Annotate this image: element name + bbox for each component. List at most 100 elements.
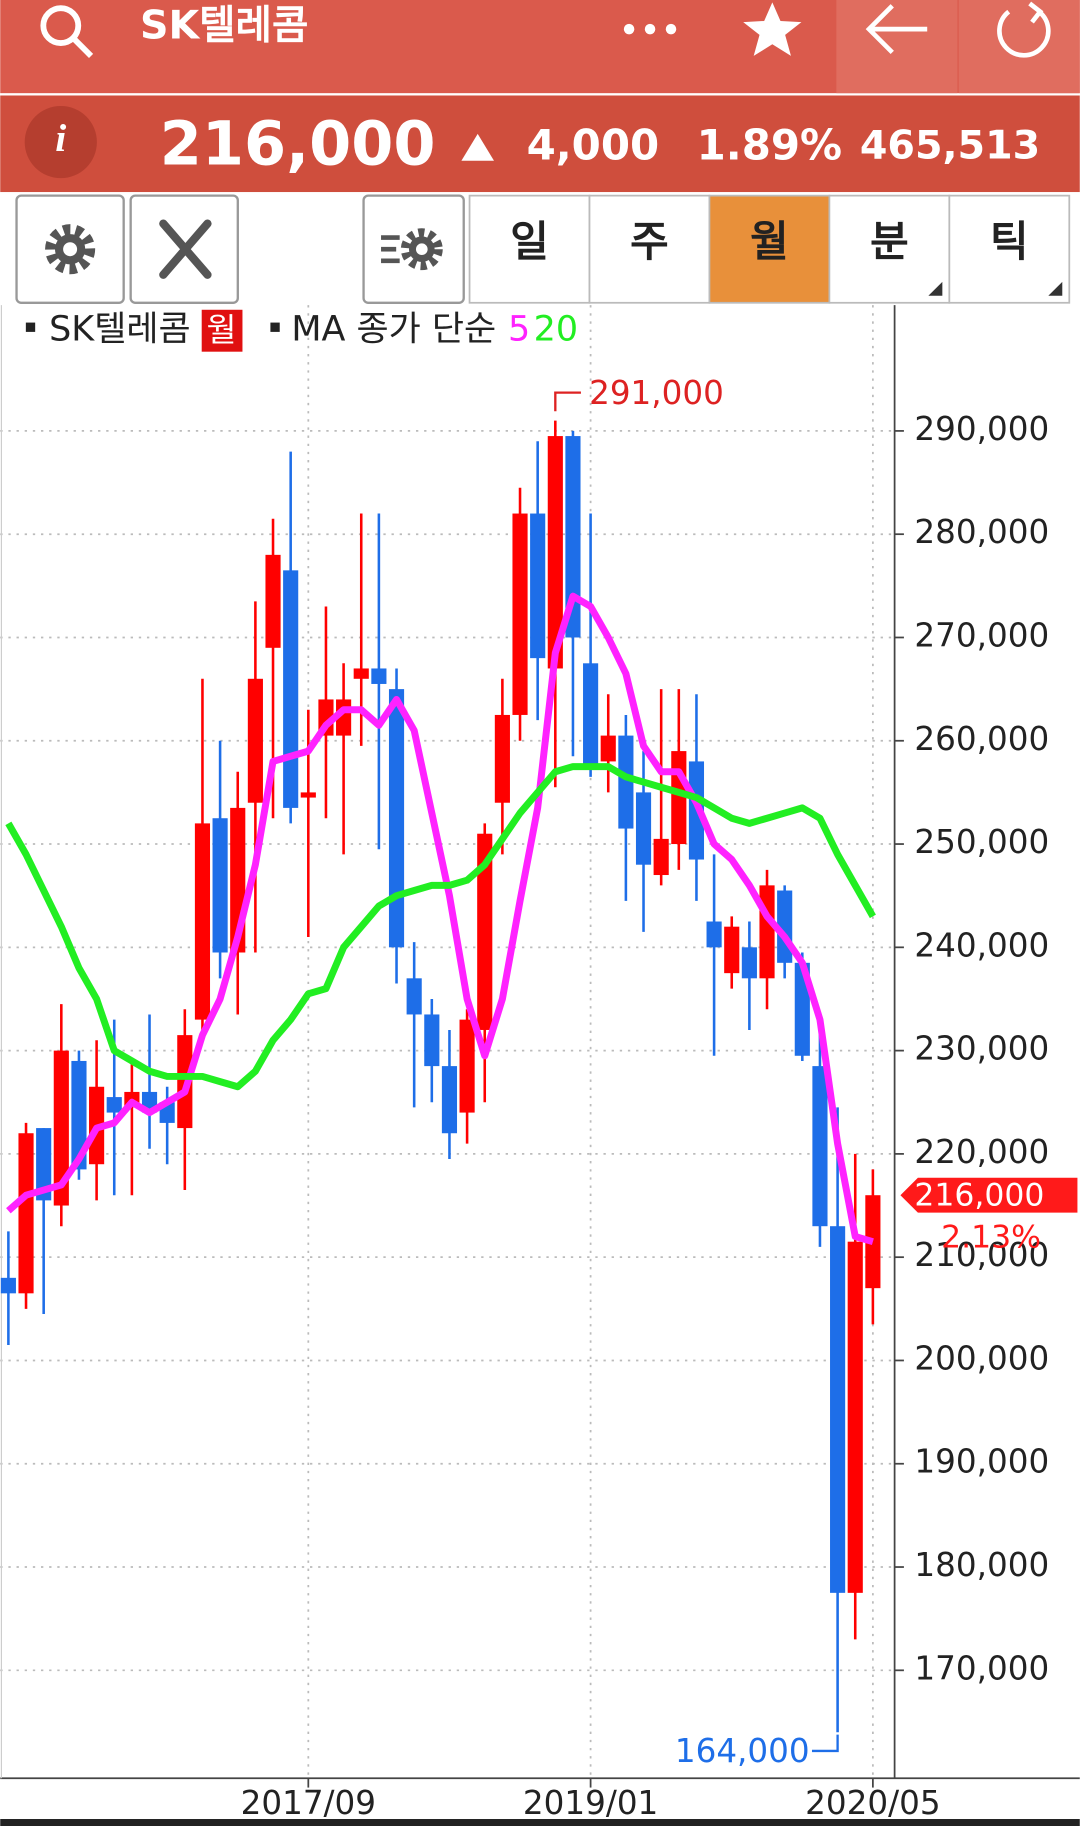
period-tab-label: 분	[870, 217, 909, 266]
y-tick-label: 280,000	[914, 513, 1049, 551]
legend-ma5: 5	[508, 310, 530, 350]
legend-bullet	[270, 322, 280, 332]
info-button[interactable]	[24, 105, 97, 179]
candle-body	[300, 792, 316, 798]
candle-body	[106, 1097, 122, 1113]
candle-body	[635, 792, 652, 865]
more-icon[interactable]	[623, 23, 677, 35]
legend-label: MA 종가 단순	[291, 310, 496, 350]
candle-body	[512, 513, 528, 715]
candle-body	[194, 823, 211, 1020]
y-tick-label: 260,000	[914, 720, 1049, 758]
candle-body	[812, 1066, 828, 1227]
info-icon: i	[55, 116, 66, 160]
back-icon	[865, 4, 928, 55]
y-tick-label: 250,000	[914, 823, 1049, 861]
low-label: 164,000	[675, 1732, 810, 1770]
refresh-button[interactable]	[958, 0, 1080, 94]
dropdown-mark	[1048, 281, 1063, 296]
last-price-label: 216,000	[914, 1177, 1044, 1213]
period-badge-label: 월	[206, 311, 236, 349]
up-arrow	[461, 133, 495, 161]
candle-body	[53, 1050, 69, 1206]
period-tab[interactable]	[588, 194, 711, 304]
stock-title: SK텔레콤	[140, 2, 308, 48]
y-tick-label: 200,000	[914, 1339, 1049, 1377]
period-tab-label: 주	[630, 217, 669, 266]
star-icon[interactable]	[743, 2, 802, 56]
last-price-marker	[900, 1177, 1078, 1213]
high-pointer	[554, 391, 581, 412]
tools-icon	[159, 219, 212, 279]
candle-body	[565, 436, 581, 638]
candle-body	[388, 689, 405, 948]
y-tick-label: 270,000	[914, 616, 1049, 654]
candle-body	[830, 1226, 846, 1593]
change: 4,000	[527, 120, 660, 169]
y-tick-label: 190,000	[914, 1443, 1049, 1481]
period-tab-label: 틱	[990, 217, 1029, 266]
candle-body	[618, 735, 634, 829]
candle-body	[424, 1014, 440, 1067]
candle-body	[600, 735, 616, 762]
indicator-icon	[381, 228, 443, 271]
period-tab-label: 월	[750, 217, 789, 266]
quote-bar	[0, 95, 1080, 193]
candle-body	[18, 1133, 34, 1294]
candle-body	[0, 1277, 16, 1294]
candle-body	[583, 663, 599, 767]
back-button[interactable]	[836, 0, 958, 94]
candle-body	[847, 1241, 863, 1593]
period-tab[interactable]	[708, 194, 831, 304]
candle-body	[406, 978, 422, 1015]
candle-body	[441, 1066, 458, 1134]
period-tab[interactable]	[828, 194, 951, 304]
y-tick-label: 170,000	[914, 1649, 1049, 1687]
chart: 170,000 180,000 190,000 200,000 210,000 220,0…	[0, 305, 1080, 1822]
period-badge	[201, 309, 243, 352]
candle-body	[547, 436, 563, 669]
candle-body	[371, 668, 387, 684]
last-change-label: 2.13%	[941, 1219, 1041, 1255]
candle-body	[865, 1195, 881, 1289]
candle-body	[283, 570, 299, 808]
high-label: 291,000	[589, 374, 724, 412]
gear-icon	[45, 224, 96, 275]
candle-body	[353, 668, 369, 679]
y-tick-label: 220,000	[914, 1133, 1049, 1171]
volume: 465,513	[860, 122, 1040, 168]
candle-body	[212, 818, 228, 953]
refresh-icon	[997, 1, 1051, 58]
x-tick-label: 2019/01	[523, 1784, 658, 1822]
x-tick-label: 2020/05	[805, 1784, 940, 1822]
candle-body	[36, 1128, 52, 1201]
x-tick-label: 2017/09	[241, 1784, 376, 1822]
candle-body	[653, 838, 669, 876]
candle-body	[759, 885, 775, 979]
moving-average-line	[6, 592, 874, 1246]
search-icon[interactable]	[40, 5, 94, 58]
low-pointer	[811, 1734, 839, 1753]
y-tick-label: 180,000	[914, 1546, 1049, 1584]
candle-body	[477, 833, 493, 1030]
candle-body	[265, 554, 281, 648]
y-tick-label: 230,000	[914, 1030, 1049, 1068]
candle-body	[741, 947, 757, 979]
candle-body	[247, 678, 263, 803]
y-tick-label: 290,000	[914, 410, 1049, 448]
bottom-edge	[0, 1819, 1080, 1826]
legend-label: SK텔레콤	[49, 310, 190, 350]
candle-body	[459, 1019, 475, 1113]
candle-body	[530, 513, 546, 659]
period-tab[interactable]	[468, 194, 591, 304]
legend-ma20: 20	[534, 310, 578, 350]
y-tick-label: 210,000	[914, 1236, 1049, 1274]
moving-average-line	[5, 763, 876, 1091]
legend-bullet	[25, 322, 36, 332]
candle-body	[71, 1060, 87, 1170]
change-pct: 1.89%	[697, 120, 842, 169]
period-tab[interactable]	[948, 194, 1071, 304]
